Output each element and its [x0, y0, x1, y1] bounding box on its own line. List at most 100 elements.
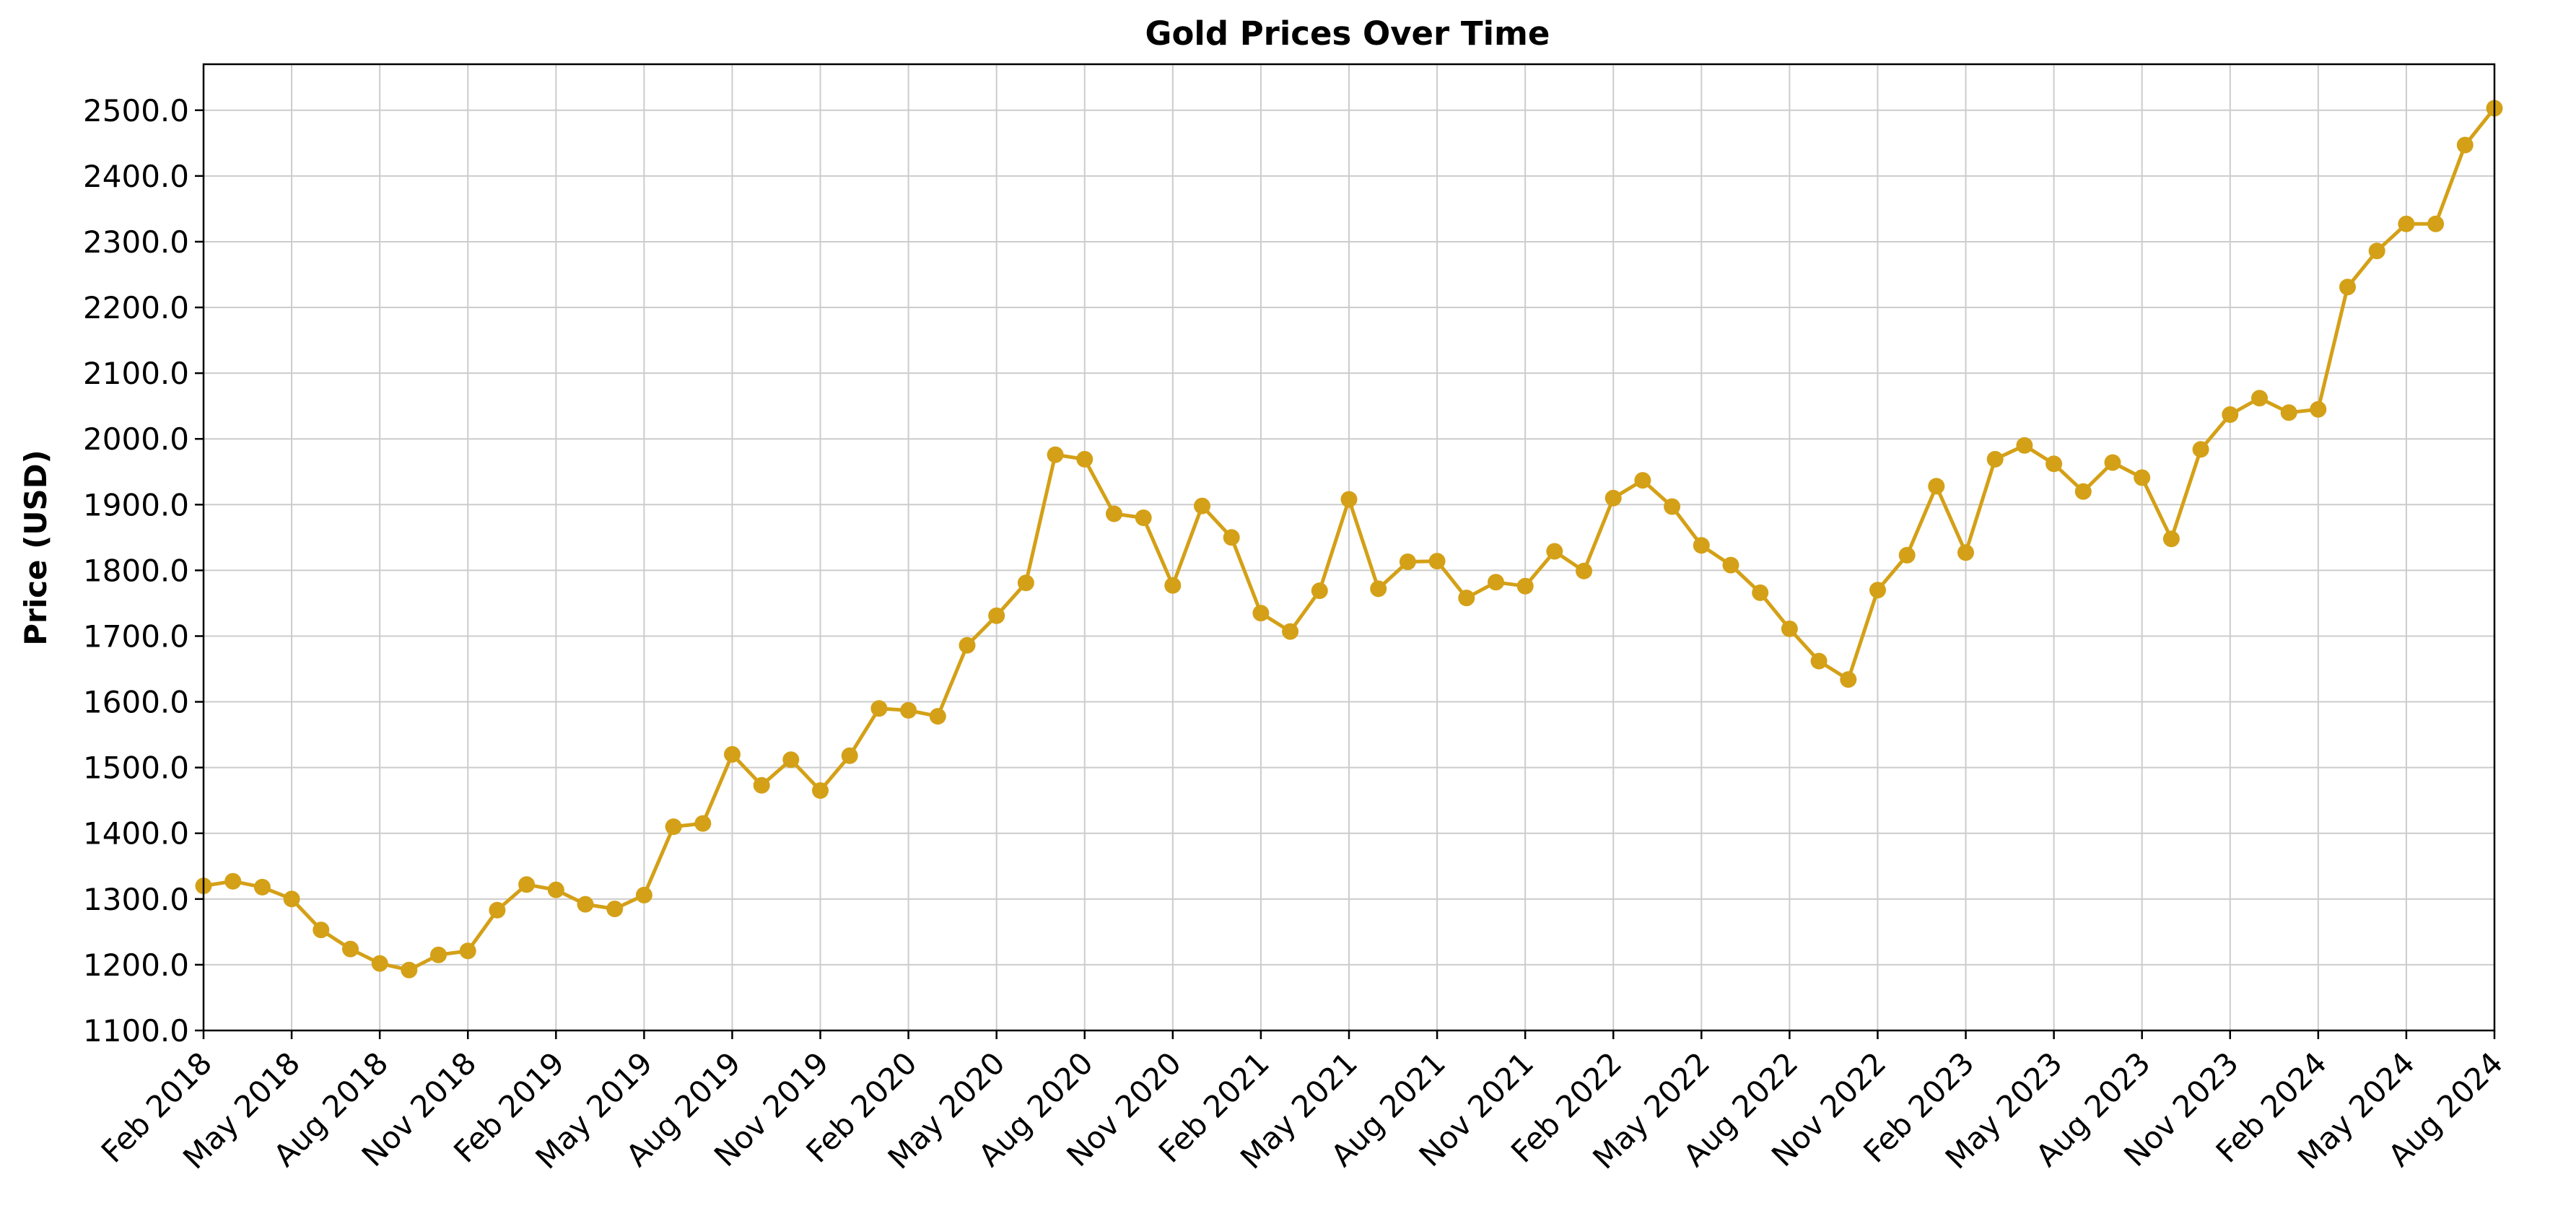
data-point [459, 942, 476, 960]
y-axis-ticks: 1100.0 1200.0 1300.0 1400.0 1500.0 1600.0 1700… [83, 93, 204, 1049]
data-point [1252, 605, 1270, 622]
data-point [1810, 652, 1828, 670]
data-point [1840, 671, 1857, 688]
data-point [1604, 489, 1622, 507]
data-point [1898, 546, 1916, 564]
data-point [1488, 574, 1504, 591]
data-point [1164, 577, 1182, 594]
data-point [313, 922, 330, 939]
data-point [489, 901, 506, 919]
data-point [812, 782, 829, 799]
y-tick-label: 2500.0 [83, 93, 189, 128]
data-point [1223, 529, 1240, 546]
data-point [1311, 582, 1328, 600]
data-point [1693, 537, 1710, 554]
data-point [2368, 242, 2385, 260]
data-point [1135, 509, 1152, 526]
y-tick-label: 2200.0 [83, 290, 189, 325]
data-point [1458, 590, 1475, 607]
data-point [1516, 577, 1534, 595]
data-point [782, 751, 800, 769]
data-point [635, 886, 652, 903]
data-point [665, 818, 682, 836]
data-point [2162, 530, 2180, 548]
y-tick-label: 1700.0 [83, 618, 189, 654]
data-point [342, 940, 359, 958]
data-point [2192, 441, 2209, 458]
y-tick-label: 1200.0 [83, 947, 189, 983]
data-point [547, 881, 564, 898]
data-point [371, 955, 388, 972]
y-tick-label: 1900.0 [83, 487, 189, 522]
y-tick-label: 1100.0 [83, 1013, 189, 1049]
data-point [2251, 390, 2268, 407]
data-point [2222, 406, 2239, 423]
data-point [518, 876, 536, 893]
y-tick-label: 1300.0 [83, 882, 189, 917]
data-point [900, 701, 917, 719]
plot-frame [202, 63, 2496, 1032]
data-point [1194, 497, 1210, 515]
data-point [2398, 215, 2415, 232]
data-point [2016, 437, 2033, 454]
data-point [2045, 455, 2063, 473]
y-tick-label: 2300.0 [83, 224, 189, 260]
data-point [1428, 553, 1446, 570]
y-tick-label: 2400.0 [83, 159, 189, 194]
data-point [2456, 136, 2474, 154]
data-point [1370, 580, 1387, 598]
data-point [224, 872, 242, 890]
y-tick-label: 1400.0 [83, 816, 189, 852]
data-point [988, 607, 1005, 624]
data-point [1399, 553, 1416, 570]
y-tick-label: 1500.0 [83, 750, 189, 786]
grid [203, 64, 2495, 1031]
data-point [2280, 404, 2297, 421]
data-point [1722, 556, 1739, 574]
data-point [2134, 469, 2151, 486]
series-group [195, 100, 2503, 979]
data-point [1047, 446, 1064, 463]
data-point [606, 901, 624, 917]
data-point [2310, 401, 2327, 418]
data-point [694, 815, 712, 832]
data-point [1928, 478, 1945, 495]
data-point [1282, 623, 1299, 640]
data-point [283, 890, 300, 908]
data-point [1546, 543, 1563, 560]
data-point [253, 878, 271, 896]
data-point [870, 700, 888, 717]
data-point [1017, 574, 1034, 592]
data-point [1957, 544, 1974, 561]
data-point [1869, 582, 1886, 599]
data-point [1634, 472, 1651, 489]
y-tick-label: 2100.0 [83, 356, 189, 391]
data-point [1752, 584, 1769, 601]
data-point [2339, 279, 2356, 296]
data-point [1076, 450, 1093, 468]
y-axis-label: Price (USD) [18, 450, 53, 646]
data-point [430, 946, 447, 963]
data-point [577, 896, 594, 913]
data-point [753, 776, 770, 794]
data-point [724, 745, 741, 763]
data-point [841, 747, 858, 764]
data-point [1576, 562, 1592, 579]
data-point [1781, 620, 1798, 637]
data-point [2074, 483, 2092, 500]
data-point [1340, 491, 1358, 508]
chart-title: Gold Prices Over Time [1145, 14, 1550, 53]
data-point [2427, 215, 2445, 232]
y-tick-label: 1600.0 [83, 685, 189, 720]
y-tick-label: 2000.0 [83, 421, 189, 457]
data-point [2104, 454, 2121, 471]
data-point [959, 636, 976, 654]
data-point [929, 708, 946, 725]
y-tick-label: 1800.0 [83, 553, 189, 588]
data-point [401, 961, 418, 979]
data-point [1106, 505, 1122, 522]
data-point [1986, 450, 2004, 468]
